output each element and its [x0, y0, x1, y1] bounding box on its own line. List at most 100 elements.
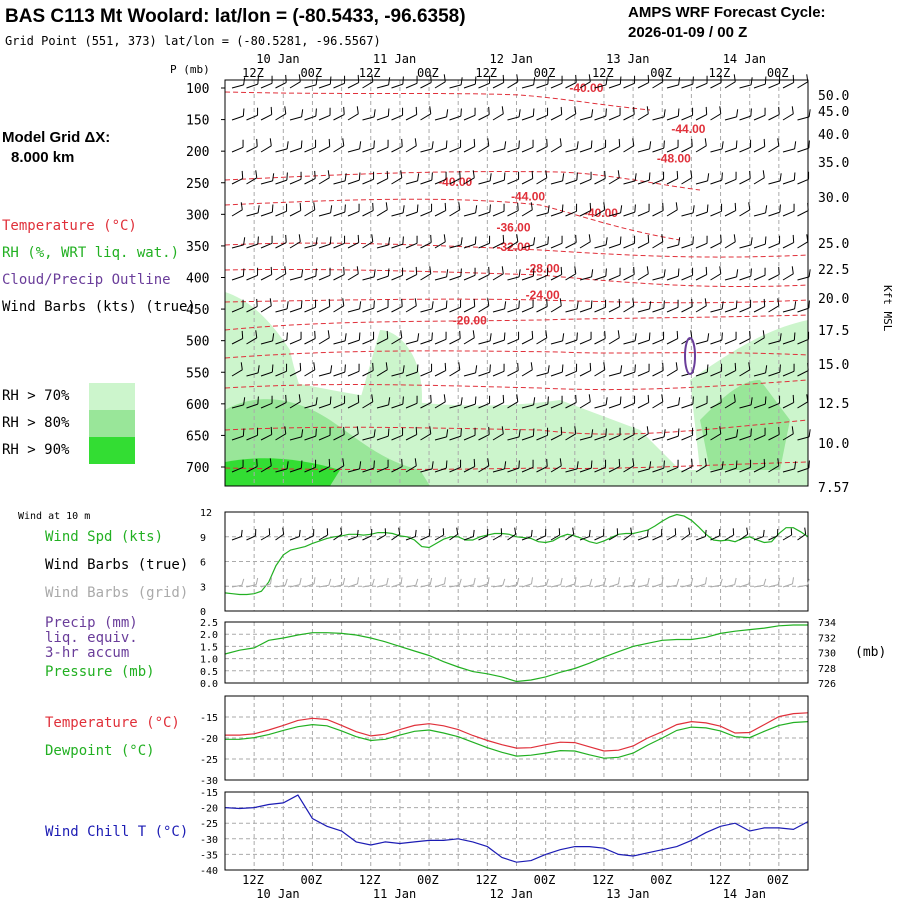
- wind-barb-shaft: [565, 210, 577, 217]
- wind-barb-flag: [545, 330, 548, 338]
- y-tick-label: 0: [200, 607, 206, 618]
- wind-barb-shaft: [753, 536, 764, 541]
- wind-barb-shaft: [768, 145, 780, 153]
- wind-barb-flag: [792, 394, 795, 403]
- wind-barb-flag: [329, 427, 331, 436]
- wind-barb-shaft: [333, 305, 345, 313]
- wind-barb-flag: [444, 362, 447, 371]
- wind-barb-flag: [502, 74, 505, 83]
- wind-barb-flag: [545, 578, 549, 586]
- wind-barb-flag: [373, 429, 376, 437]
- wind-barb: [652, 331, 665, 345]
- wind-barb: [637, 266, 649, 281]
- wind-barb: [594, 330, 606, 345]
- wind-barb-flag: [503, 203, 505, 212]
- wind-barb-shaft: [536, 535, 546, 541]
- wind-barb: [318, 107, 331, 121]
- wind-barb-flag: [242, 139, 244, 148]
- wind-barb-shaft: [724, 401, 736, 409]
- wind-barb: [768, 395, 781, 409]
- temperature-contour: [224, 419, 809, 435]
- wind-barb-shaft: [507, 178, 519, 185]
- wind-barb-shaft: [652, 338, 664, 345]
- wind-barb-shaft: [347, 82, 359, 89]
- wind-barb: [608, 138, 621, 153]
- wind-barb-shaft: [362, 467, 375, 473]
- wind-barb-flag: [299, 362, 302, 371]
- wind-barb: [405, 298, 417, 313]
- wind-barb-shaft: [318, 146, 330, 153]
- wind-barb-shaft: [463, 403, 476, 409]
- wind-barb-shaft: [246, 372, 259, 377]
- rh-legend-swatch: [89, 437, 135, 464]
- wind-barb: [681, 170, 693, 185]
- surface-wind-barb: [507, 527, 517, 541]
- wind-barb-flag: [750, 139, 752, 148]
- wind-barb: [246, 138, 258, 153]
- wind-barb-flag: [315, 108, 317, 117]
- wind-barb-shaft: [231, 404, 244, 409]
- wind-barb-flag: [327, 170, 330, 178]
- panel-legend-label: Wind Spd (kts): [45, 529, 163, 545]
- wind-barb: [304, 237, 318, 249]
- wind-barb-flag: [546, 298, 548, 307]
- wind-barb-shaft: [478, 402, 490, 409]
- wind-barb: [449, 428, 462, 441]
- wind-barb: [449, 139, 462, 153]
- pressure-tick-label: 600: [186, 398, 209, 413]
- wind-barb: [333, 138, 345, 153]
- wind-barb-shaft: [724, 307, 737, 313]
- wind-barb-shaft: [289, 401, 301, 409]
- wind-barb: [550, 333, 565, 345]
- wind-barb-shaft: [681, 212, 694, 217]
- wind-barb: [521, 362, 533, 377]
- wind-barb-shaft: [289, 210, 301, 217]
- wind-barb-shaft: [753, 584, 764, 588]
- wind-barb-flag: [603, 202, 606, 210]
- wind-barb-shaft: [782, 433, 794, 441]
- wind-barb-shaft: [420, 308, 433, 313]
- wind-barb: [695, 75, 708, 89]
- surface-wind-barb: [695, 529, 707, 541]
- wind-barb-shaft: [347, 402, 359, 409]
- wind-barb-shaft: [463, 536, 474, 541]
- wind-barb: [405, 75, 418, 89]
- wind-barb: [782, 203, 795, 217]
- wind-barb-shaft: [318, 534, 328, 541]
- wind-barb: [521, 397, 536, 409]
- wind-barb: [304, 170, 316, 185]
- surface-wind-barb: [710, 529, 721, 541]
- temperature-contour-label: -36.00: [497, 221, 531, 235]
- wind-barb: [507, 269, 521, 281]
- wind-barb-shaft: [695, 583, 706, 588]
- wind-barb: [739, 170, 751, 185]
- wind-barb-flag: [779, 333, 782, 341]
- wind-barb: [695, 426, 708, 441]
- wind-barb-shaft: [739, 146, 751, 153]
- wind-barb-shaft: [376, 534, 386, 541]
- wind-barb: [652, 171, 665, 185]
- wind-barb-shaft: [289, 338, 302, 345]
- temperature-contour: [224, 298, 809, 304]
- wind-barb-shaft: [362, 370, 374, 377]
- wind-barb: [405, 235, 418, 249]
- wind-barb: [275, 363, 288, 377]
- wind-barb: [724, 202, 737, 217]
- wind-barb: [362, 171, 375, 185]
- wind-barb-flag: [444, 577, 447, 584]
- wind-barb: [782, 363, 795, 377]
- wind-barb: [594, 428, 607, 441]
- wind-barb: [260, 458, 272, 473]
- wind-barb: [608, 365, 623, 377]
- wind-barb-flag: [344, 204, 346, 213]
- wind-barb-shaft: [550, 305, 562, 313]
- wind-barb: [289, 460, 303, 473]
- wind-barb-shaft: [420, 584, 431, 588]
- panel-legend-label: Pressure (mb): [45, 664, 155, 680]
- wind-barb-flag: [691, 138, 693, 147]
- wind-barb-flag: [634, 173, 637, 181]
- wind-barb-flag: [257, 107, 259, 116]
- surface-wind-barb: [550, 528, 561, 541]
- wind-barb-flag: [268, 528, 271, 536]
- wind-barb: [637, 234, 650, 249]
